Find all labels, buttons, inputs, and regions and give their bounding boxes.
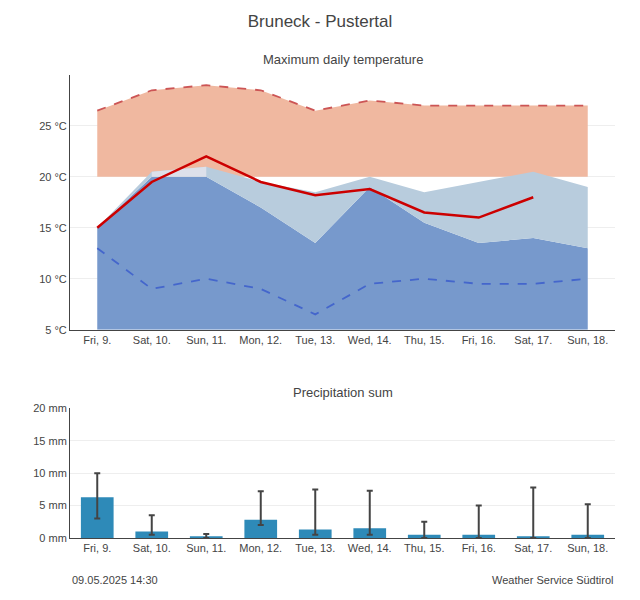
svg-text:Fri, 16.: Fri, 16. [462, 542, 496, 554]
svg-text:Maximum daily temperature: Maximum daily temperature [263, 52, 423, 67]
svg-text:Sat, 10.: Sat, 10. [133, 542, 171, 554]
svg-text:Fri, 16.: Fri, 16. [462, 334, 496, 346]
svg-text:Mon, 12.: Mon, 12. [239, 334, 282, 346]
svg-text:15 °C: 15 °C [39, 222, 67, 234]
svg-text:Tue, 13.: Tue, 13. [295, 334, 335, 346]
svg-text:Fri, 9.: Fri, 9. [83, 334, 111, 346]
svg-text:Sun, 18.: Sun, 18. [567, 334, 608, 346]
svg-text:Mon, 12.: Mon, 12. [239, 542, 282, 554]
svg-text:5 mm: 5 mm [39, 499, 67, 511]
svg-text:Wed, 14.: Wed, 14. [348, 334, 392, 346]
svg-text:09.05.2025 14:30: 09.05.2025 14:30 [72, 574, 158, 586]
svg-text:0 mm: 0 mm [39, 532, 67, 544]
svg-text:Thu, 15.: Thu, 15. [404, 334, 444, 346]
svg-text:Thu, 15.: Thu, 15. [404, 542, 444, 554]
svg-text:25 °C: 25 °C [39, 120, 67, 132]
svg-text:Sun, 11.: Sun, 11. [186, 334, 226, 346]
svg-text:Tue, 13.: Tue, 13. [295, 542, 335, 554]
svg-text:Weather Service Südtirol: Weather Service Südtirol [492, 574, 613, 586]
svg-text:Sat, 17.: Sat, 17. [514, 542, 552, 554]
svg-text:10 °C: 10 °C [39, 273, 67, 285]
svg-text:Sat, 17.: Sat, 17. [514, 334, 552, 346]
svg-text:Sat, 10.: Sat, 10. [133, 334, 171, 346]
svg-text:5 °C: 5 °C [45, 324, 67, 336]
svg-text:Sun, 11.: Sun, 11. [186, 542, 226, 554]
svg-text:Wed, 14.: Wed, 14. [348, 542, 392, 554]
svg-text:Sun, 18.: Sun, 18. [567, 542, 608, 554]
svg-text:15 mm: 15 mm [33, 435, 67, 447]
svg-text:20 mm: 20 mm [33, 402, 67, 414]
svg-text:10 mm: 10 mm [33, 467, 67, 479]
svg-text:20 °C: 20 °C [39, 171, 67, 183]
svg-text:Fri, 9.: Fri, 9. [83, 542, 111, 554]
svg-text:Bruneck - Pustertal: Bruneck - Pustertal [248, 12, 393, 31]
svg-text:Precipitation sum: Precipitation sum [293, 385, 393, 400]
